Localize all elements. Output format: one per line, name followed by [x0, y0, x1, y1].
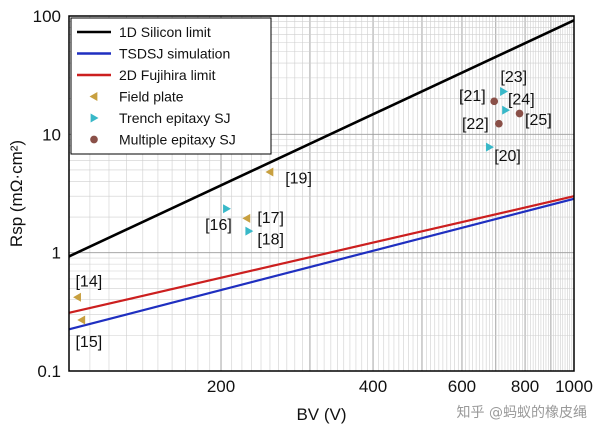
x-tick-label: 600 [448, 377, 476, 396]
watermark: 知乎 @蚂蚁的橡皮绳 [456, 405, 587, 421]
y-tick-label: 10 [42, 125, 61, 144]
reference-label: [14] [75, 274, 102, 291]
reference-label: [22] [462, 116, 489, 133]
data-point [495, 119, 503, 128]
x-tick-label: 400 [359, 377, 387, 396]
series-line-2 [68, 197, 575, 331]
x-axis-label: BV (V) [296, 405, 346, 424]
data-point [242, 213, 251, 223]
y-tick-label: 1 [52, 244, 61, 263]
series-line-3 [68, 195, 575, 314]
legend-box [70, 17, 272, 155]
legend-label: TSDSJ simulation [119, 46, 230, 62]
reference-label: [21] [459, 88, 486, 105]
data-point [265, 167, 274, 177]
legend-label: Multiple epitaxy SJ [119, 132, 236, 148]
legend-marker-swatch [90, 135, 98, 144]
x-tick-label: 800 [511, 377, 539, 396]
data-point [223, 204, 231, 214]
plot-frame [68, 15, 575, 372]
data-markers [73, 87, 524, 325]
reference-label: [16] [205, 217, 232, 234]
x-tick-label: 200 [207, 377, 235, 396]
y-tick-label: 0.1 [37, 362, 61, 381]
data-point [500, 87, 508, 97]
reference-label: [19] [285, 171, 312, 188]
data-point [77, 315, 86, 325]
reference-label: [23] [500, 69, 527, 86]
data-point [515, 109, 524, 118]
reference-label: [20] [494, 148, 521, 165]
reference-label: [18] [257, 231, 284, 248]
annotations: [14] [15] [16] [17] [18] [19] [20] [21] [22] [23]… [75, 69, 551, 351]
legend-marker-swatch [90, 113, 99, 123]
axis-ticks: 200 400 600 800 1000 0.1 1 10 100 [33, 7, 593, 396]
legend-label: Trench epitaxy SJ [119, 110, 231, 126]
data-point [502, 105, 511, 115]
legend-label: 2D Fujihira limit [119, 67, 216, 83]
data-point [73, 292, 81, 302]
legend: 1D Silicon limit TSDSJ simulation 2D Fujih… [70, 17, 272, 155]
x-tick-label: 1000 [555, 377, 593, 396]
legend-label: 1D Silicon limit [119, 24, 211, 40]
reference-label: [15] [75, 334, 102, 351]
legend-marker-swatch [89, 92, 98, 101]
reference-label: [24] [508, 92, 535, 109]
legend-label: Field plate [119, 89, 184, 105]
reference-label: [25] [525, 112, 552, 129]
data-point [490, 97, 499, 106]
data-point [486, 142, 494, 152]
series-line-1 [68, 19, 575, 258]
data-point [245, 226, 254, 236]
y-axis-label: Rsp (mΩ·cm²) [7, 140, 26, 247]
series-lines [68, 19, 575, 331]
reference-label: [17] [257, 210, 284, 227]
y-tick-label: 100 [33, 7, 61, 26]
